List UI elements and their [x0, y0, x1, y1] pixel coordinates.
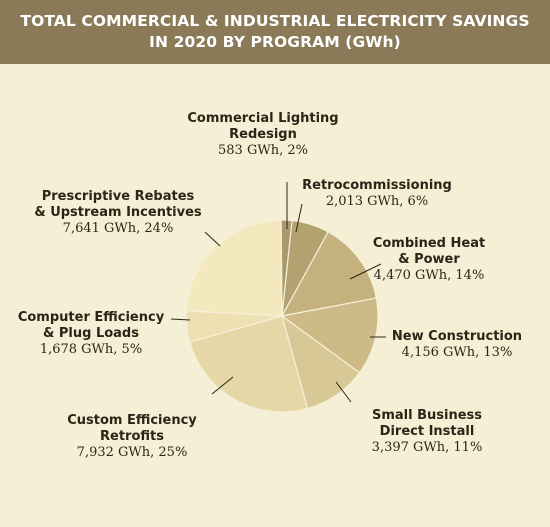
slice-name-commercial-lighting-redesign-0: Commercial Lighting: [187, 111, 338, 126]
slice-name-small-business-direct-install-0: Small Business: [372, 408, 482, 423]
slice-value-computer-efficiency-plug-loads: 1,678 GWh, 5%: [40, 342, 142, 357]
slice-value-custom-efficiency-retrofits: 7,932 GWh, 25%: [77, 445, 188, 460]
slice-name-custom-efficiency-retrofits-1: Retrofits: [100, 429, 164, 444]
slice-name-retrocommissioning-0: Retrocommissioning: [302, 178, 452, 193]
leader-line-computer-efficiency-plug-loads: [170, 318, 191, 321]
slice-value-commercial-lighting-redesign: 583 GWh, 2%: [218, 143, 308, 158]
slice-name-custom-efficiency-retrofits-0: Custom Efficiency: [67, 413, 197, 428]
slice-name-prescriptive-rebates-upstream-1: & Upstream Incentives: [34, 205, 202, 220]
slice-name-small-business-direct-install-1: Direct Install: [380, 424, 475, 439]
slice-value-small-business-direct-install: 3,397 GWh, 11%: [372, 440, 483, 455]
leader-line-small-business-direct-install: [335, 381, 352, 403]
chart-title-line-2: IN 2020 BY PROGRAM (GWh): [149, 33, 401, 51]
pie-slice-prescriptive-rebates-upstream: [185, 219, 283, 317]
leader-line-combined-heat-power: [349, 263, 382, 280]
pie-slice-combined-heat-power: [280, 231, 378, 317]
slice-label-prescriptive-rebates-upstream: Prescriptive Rebates& Upstream Incentive…: [34, 189, 202, 236]
leader-line-custom-efficiency-retrofits: [211, 376, 234, 395]
slice-value-retrocommissioning: 2,013 GWh, 6%: [326, 194, 428, 209]
slice-name-combined-heat-power-1: & Power: [398, 252, 460, 267]
leader-line-prescriptive-rebates-upstream: [204, 231, 221, 247]
slice-name-new-construction-0: New Construction: [392, 329, 522, 344]
slice-name-computer-efficiency-plug-loads-1: & Plug Loads: [43, 326, 139, 341]
slice-name-combined-heat-power-0: Combined Heat: [373, 236, 485, 251]
slice-value-prescriptive-rebates-upstream: 7,641 GWh, 24%: [63, 221, 174, 236]
slice-name-prescriptive-rebates-upstream-0: Prescriptive Rebates: [42, 189, 195, 204]
leader-line-retrocommissioning: [295, 203, 303, 233]
slice-name-computer-efficiency-plug-loads-0: Computer Efficiency: [18, 310, 165, 325]
slice-value-combined-heat-power: 4,470 GWh, 14%: [374, 268, 485, 283]
chart-title-banner: TOTAL COMMERCIAL & INDUSTRIAL ELECTRICIT…: [0, 0, 550, 64]
slice-name-commercial-lighting-redesign-1: Redesign: [229, 127, 297, 142]
chart-title-line-1: TOTAL COMMERCIAL & INDUSTRIAL ELECTRICIT…: [20, 12, 530, 30]
slice-value-new-construction: 4,156 GWh, 13%: [402, 345, 513, 360]
